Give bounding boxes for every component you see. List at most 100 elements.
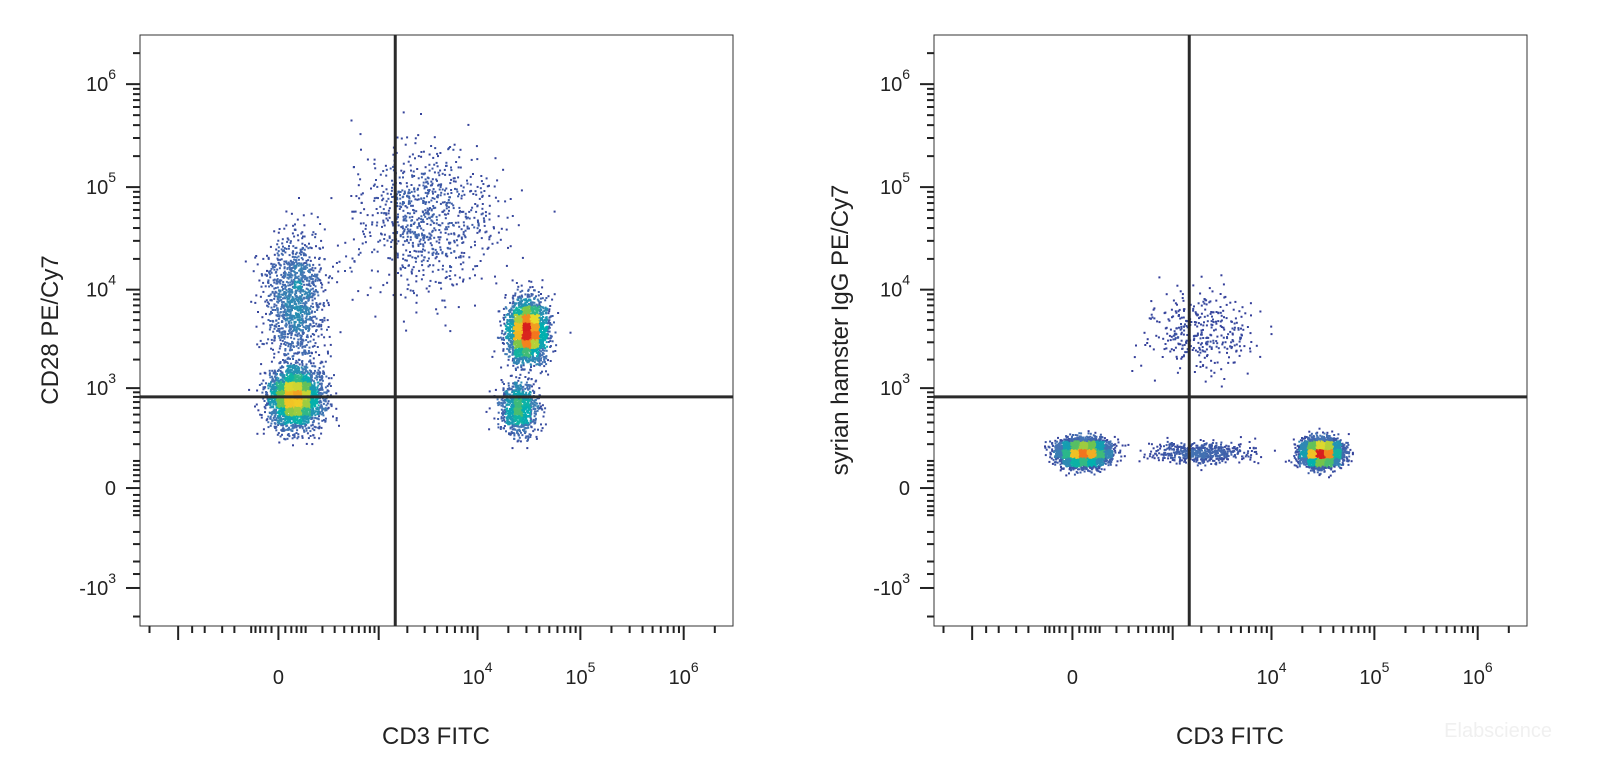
event-dot: [318, 388, 321, 391]
event-dot: [311, 403, 314, 406]
event-dot: [295, 251, 298, 254]
event-dot: [289, 410, 292, 413]
event-dot: [280, 279, 283, 282]
event-dot: [281, 242, 284, 245]
event-dot: [282, 412, 285, 415]
event-dot: [288, 379, 291, 382]
event-dot: [305, 370, 307, 373]
event-dot: [280, 420, 283, 423]
event-dot: [285, 411, 288, 414]
event-dot: [277, 231, 280, 234]
event-dot: [278, 416, 281, 419]
event-dot: [305, 393, 308, 396]
event-dot: [288, 330, 291, 333]
event-dot: [287, 295, 290, 297]
event-dot: [321, 318, 324, 321]
event-dot: [327, 301, 330, 304]
event-dot: [293, 364, 296, 367]
event-dot: [305, 283, 308, 286]
event-dot: [288, 326, 291, 329]
event-dot: [275, 418, 278, 421]
event-dot: [291, 267, 294, 269]
event-dot: [273, 268, 276, 271]
event-dot: [321, 419, 324, 422]
event-dot: [308, 268, 311, 271]
event-dot: [277, 239, 280, 242]
event-dot: [255, 255, 258, 257]
event-dot: [281, 401, 284, 404]
event-dot: [260, 363, 263, 366]
event-dot: [297, 399, 300, 402]
event-dot: [319, 362, 322, 365]
event-dot: [315, 303, 318, 305]
event-dot: [304, 389, 307, 392]
event-dot: [302, 387, 305, 390]
event-dot: [320, 323, 323, 326]
event-dot: [293, 434, 296, 437]
event-dot: [278, 414, 281, 417]
event-dot: [307, 387, 310, 389]
event-dot: [301, 324, 304, 326]
event-dot: [314, 278, 317, 281]
event-dot: [264, 411, 266, 414]
event-dot: [278, 267, 281, 270]
event-dot: [335, 417, 338, 420]
event-dot: [289, 290, 292, 293]
dot-layer: [244, 111, 572, 450]
event-dot: [299, 381, 302, 383]
event-dot: [312, 275, 315, 277]
event-dot: [303, 372, 306, 375]
event-dot: [311, 401, 314, 404]
event-dot: [294, 352, 297, 355]
event-dot: [318, 263, 321, 266]
event-dot: [307, 421, 310, 424]
event-dot: [275, 304, 278, 307]
event-dot: [279, 361, 282, 364]
event-dot: [312, 380, 315, 383]
event-dot: [509, 341, 512, 344]
event-dot: [255, 403, 258, 406]
event-dot: [290, 374, 293, 377]
event-dot: [289, 308, 292, 311]
event-dot: [300, 288, 303, 291]
event-dot: [290, 368, 293, 371]
event-dot: [293, 337, 296, 340]
event-dot: [301, 264, 304, 267]
event-dot: [278, 293, 281, 296]
event-dot: [283, 375, 286, 378]
event-dot: [287, 385, 290, 388]
event-dot: [295, 426, 298, 429]
event-dot: [506, 334, 509, 337]
event-dot: [309, 308, 312, 311]
event-dot: [256, 389, 259, 392]
event-dot: [302, 351, 305, 354]
event-dot: [280, 252, 283, 255]
event-dot: [294, 378, 297, 380]
event-dot: [289, 281, 292, 284]
event-dot: [280, 336, 283, 339]
event-dot: [307, 247, 310, 250]
event-dot: [279, 406, 282, 409]
event-dot: [276, 419, 279, 422]
event-dot: [314, 351, 317, 354]
event-dot: [296, 262, 299, 265]
event-dot: [301, 231, 304, 234]
event-dot: [300, 380, 303, 383]
event-dot: [286, 361, 289, 364]
event-dot: [298, 351, 301, 354]
event-dot: [286, 336, 289, 339]
event-dot: [303, 283, 306, 286]
event-dot: [281, 404, 284, 407]
event-dot: [277, 379, 279, 382]
event-dot: [324, 274, 327, 277]
event-dot: [252, 270, 255, 273]
event-dot: [320, 387, 323, 390]
event-dot: [273, 295, 276, 298]
event-dot: [321, 308, 324, 311]
event-dot: [280, 413, 283, 416]
event-dot: [268, 302, 270, 305]
event-dot: [307, 259, 310, 262]
event-dot: [269, 326, 272, 329]
event-dot: [514, 292, 517, 295]
event-dot: [319, 406, 321, 409]
